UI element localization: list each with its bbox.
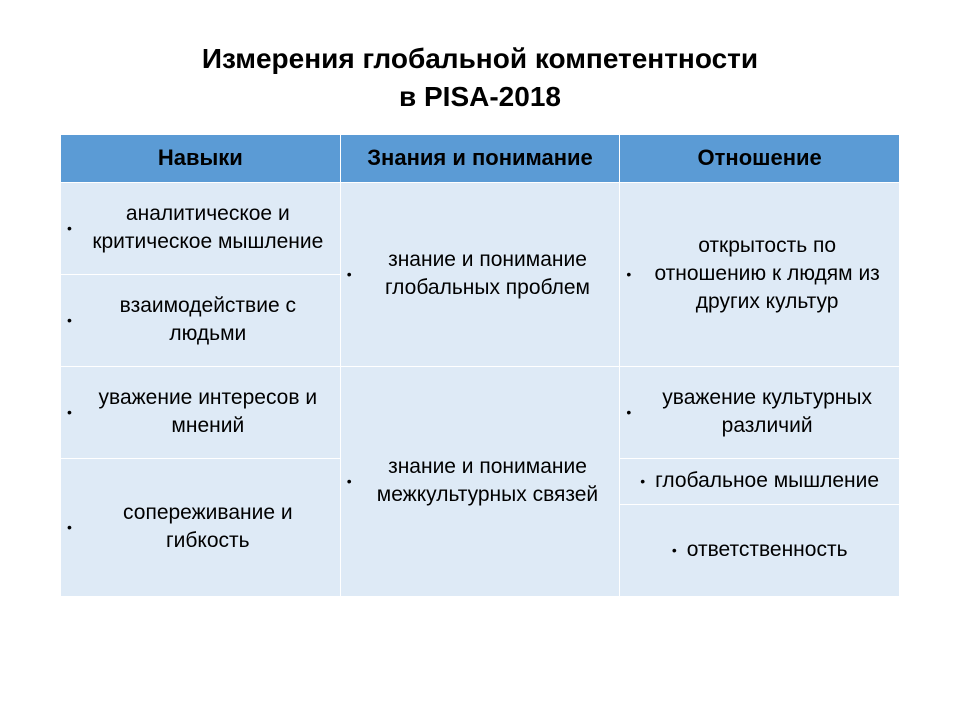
cell-skills-3: • уважение интересов и мнений [61,366,341,458]
table-header-row: Навыки Знания и понимание Отношение [61,134,900,182]
cell-text: ответственность [687,536,848,564]
bullet-item: • взаимодействие с людьми [67,292,334,349]
bullet-dot-icon: • [67,221,72,235]
cell-text: аналитическое и критическое мышление [82,200,334,257]
cell-attitude-2: • уважение культурных различий [620,366,900,458]
cell-knowledge-2: • знание и понимание межкультурных связе… [340,366,620,596]
bullet-dot-icon: • [347,474,352,488]
bullet-dot-icon: • [67,405,72,419]
table-row: • уважение интересов и мнений • знание и… [61,366,900,412]
bullet-item: • сопереживание и гибкость [67,499,334,556]
cell-skills-4: • сопереживание и гибкость [61,458,341,596]
bullet-item: • глобальное мышление [640,467,879,495]
title-line-2: в PISA-2018 [399,81,561,112]
table-body: • аналитическое и критическое мышление •… [61,182,900,596]
cell-text: глобальное мышление [655,467,879,495]
cell-text: сопереживание и гибкость [82,499,334,556]
col-header-attitude: Отношение [620,134,900,182]
bullet-item: • уважение интересов и мнений [67,384,334,441]
cell-text: уважение интересов и мнений [82,384,334,441]
bullet-dot-icon: • [626,267,631,281]
cell-text: знание и понимание межкультурных связей [362,453,614,510]
cell-skills-2: • взаимодействие с людьми [61,274,341,366]
bullet-dot-icon: • [67,520,72,534]
bullet-item: • знание и понимание межкультурных связе… [347,453,614,510]
bullet-item: • открытость по отношению к людям из дру… [626,232,893,317]
bullet-item: • уважение культурных различий [626,384,893,441]
col-header-knowledge: Знания и понимание [340,134,620,182]
table-row: • аналитическое и критическое мышление •… [61,182,900,274]
bullet-item: • ответственность [672,536,848,564]
cell-text: открытость по отношению к людям из други… [641,232,893,317]
bullet-dot-icon: • [672,543,677,557]
competency-table: Навыки Знания и понимание Отношение • ан… [60,134,900,597]
cell-attitude-4: • ответственность [620,504,900,596]
cell-attitude-3: • глобальное мышление [620,458,900,504]
slide-title: Измерения глобальной компетентности в PI… [60,40,900,116]
bullet-dot-icon: • [347,267,352,281]
bullet-dot-icon: • [640,474,645,488]
slide: Измерения глобальной компетентности в PI… [0,0,960,720]
col-header-skills: Навыки [61,134,341,182]
cell-text: знание и понимание глобальных проблем [362,246,614,303]
bullet-dot-icon: • [626,405,631,419]
cell-text: уважение культурных различий [641,384,893,441]
cell-text: взаимодействие с людьми [82,292,334,349]
cell-attitude-1: • открытость по отношению к людям из дру… [620,182,900,366]
cell-knowledge-1: • знание и понимание глобальных проблем [340,182,620,366]
bullet-item: • аналитическое и критическое мышление [67,200,334,257]
bullet-dot-icon: • [67,313,72,327]
cell-skills-1: • аналитическое и критическое мышление [61,182,341,274]
title-line-1: Измерения глобальной компетентности [202,43,758,74]
bullet-item: • знание и понимание глобальных проблем [347,246,614,303]
